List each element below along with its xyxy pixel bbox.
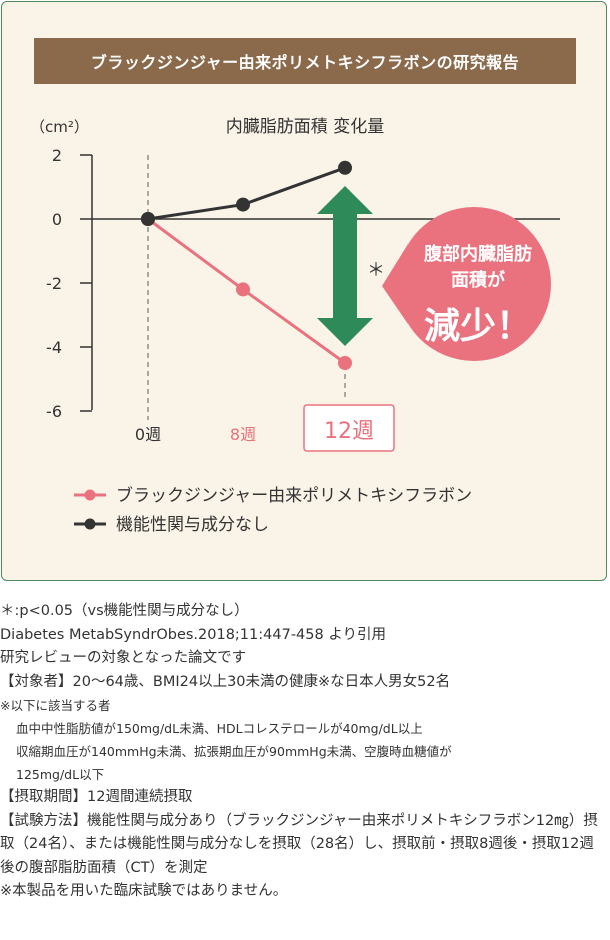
legend-item-pmf: ブラックジンジャー由来ポリメトキシフラボン: [74, 485, 472, 506]
significance-mark: ＊: [367, 260, 385, 281]
y-tick-label: -6: [46, 402, 62, 421]
y-tick-label: -4: [46, 338, 62, 357]
x-label-0w: 0週: [135, 425, 161, 444]
chart-title: 内臓脂肪面積 変化量: [226, 117, 384, 137]
series-point-1-1: [236, 197, 250, 212]
note-criteria-1: 血中中性脂肪値が150mg/dL未満、HDLコレステロールが40mg/dL以上: [16, 721, 423, 736]
note-source: Diabetes MetabSyndrObes.2018;11:447-458 …: [0, 626, 387, 643]
title-banner: ブラックジンジャー由来ポリメトキシフラボンの研究報告: [34, 38, 576, 84]
y-tick-label: 0: [52, 210, 62, 229]
x-label-12w-box: [303, 404, 395, 452]
x-label-12w: 12週: [324, 419, 374, 444]
significance-arrow: [317, 186, 373, 346]
banner-title: ブラックジンジャー由来ポリメトキシフラボンの研究報告: [90, 53, 520, 72]
footnotes: ＊:p<0.05（vs機能性関与成分なし） Diabetes MetabSynd…: [0, 600, 606, 904]
badge-line2: 面積が: [451, 269, 505, 291]
reduction-badge: 腹部内臓脂肪 面積が 減少！: [382, 207, 551, 361]
note-subjects: 【対象者】20～64歳、BMI24以上30未満の健康※な日本人男女52名: [0, 673, 451, 690]
line-chart: （cm²） 内臓脂肪面積 変化量 2 0 -2 -4 -6 ＊ 0週 8週 12週 腹部…: [30, 117, 560, 535]
y-ticks: 2 0 -2 -4 -6: [46, 146, 92, 421]
note-significance: ＊:p<0.05（vs機能性関与成分なし）: [0, 603, 249, 619]
unit-label: （cm²）: [30, 118, 89, 136]
note-criteria-2: 収縮期血圧が140mmHg未満、拡張期血圧が90mmHg未満、空腹時血糖値が: [16, 744, 452, 759]
series-point-1-2: [338, 160, 352, 175]
legend-item-control: 機能性関与成分なし: [74, 515, 269, 535]
legend: ブラックジンジャー由来ポリメトキシフラボン 機能性関与成分なし: [74, 485, 472, 535]
note-criteria-3: 125mg/dL以下: [16, 767, 105, 782]
series-point-0-2: [338, 356, 352, 370]
legend-label-control: 機能性関与成分なし: [116, 515, 269, 535]
note-method: 【試験方法】機能性関与成分あり（ブラックジンジャー由来ポリメトキシフラボン12㎎…: [0, 812, 598, 876]
note-period: 【摂取期間】12週間連続摂取: [0, 789, 193, 805]
note-criteria-head: ※以下に該当する者: [0, 698, 111, 713]
badge-line3: 減少！: [424, 306, 532, 347]
series-layer: [141, 160, 352, 370]
y-tick-label: -2: [46, 274, 62, 293]
badge-line1: 腹部内臓脂肪: [424, 243, 532, 265]
y-tick-label: 2: [52, 146, 62, 165]
series-point-0-0: [141, 212, 155, 226]
note-review: 研究レビューの対象となった論文です: [0, 650, 247, 666]
x-label-8w: 8週: [230, 425, 256, 444]
series-line-1: [147, 166, 346, 221]
note-disclaimer: ※本製品を用いた臨床試験ではありません。: [0, 883, 288, 899]
series-point-0-1: [236, 282, 250, 297]
legend-label-pmf: ブラックジンジャー由来ポリメトキシフラボン: [116, 485, 472, 506]
